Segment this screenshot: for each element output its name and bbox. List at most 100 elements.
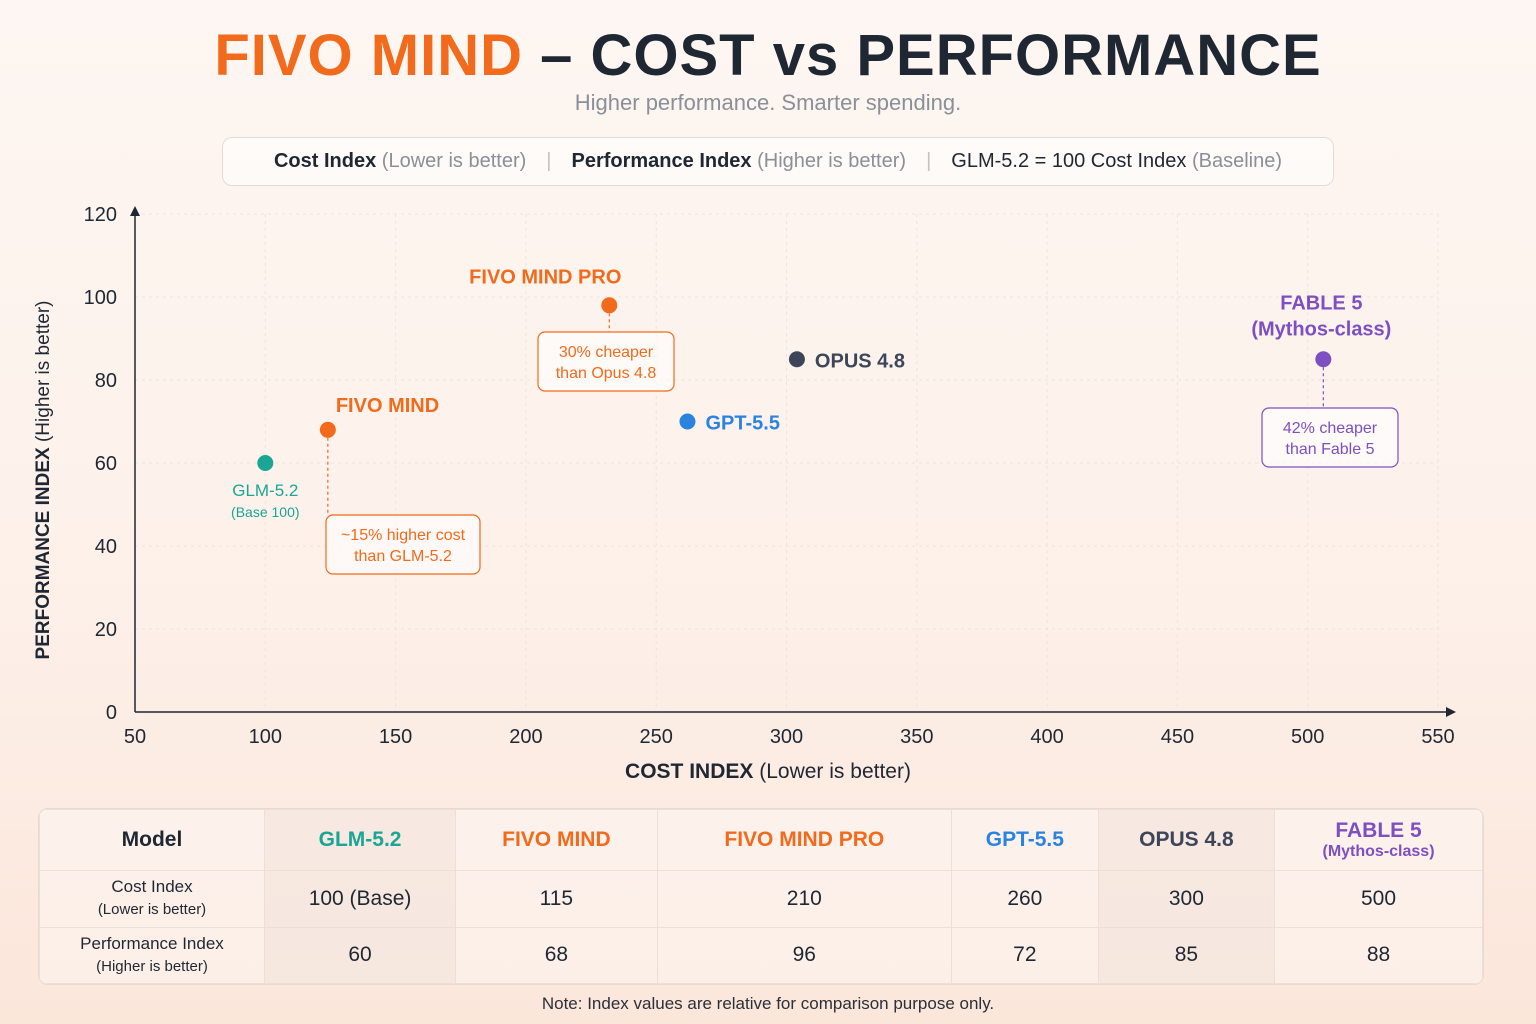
x-axis-label-bold: COST INDEX: [625, 760, 754, 783]
x-tick-label: 500: [1291, 726, 1324, 748]
legend-baseline-key: GLM-5.2 = 100 Cost Index: [951, 150, 1187, 172]
model-name: GLM-5.2: [318, 828, 402, 851]
x-tick-label: 100: [249, 726, 282, 748]
point-sublabel: (Base 100): [231, 504, 299, 520]
title-brand: FIVO MIND: [214, 23, 523, 88]
table-header-cell: FIVO MIND: [455, 809, 658, 871]
x-tick-label: 200: [509, 726, 542, 748]
y-tick-label: 40: [95, 536, 117, 558]
data-point: [319, 421, 336, 438]
data-point: [601, 297, 618, 314]
point-sublabel: (Mythos-class): [1251, 318, 1391, 340]
table-cell: 60: [263, 926, 457, 984]
legend-separator: |: [546, 150, 552, 172]
annotation-box: [325, 514, 481, 575]
table-cell: 115: [455, 870, 658, 928]
table-cell: 88: [1274, 926, 1483, 984]
row-label-sub: (Higher is better): [96, 957, 208, 975]
x-axis-label: COST INDEX (Lower is better): [0, 760, 1536, 784]
legend-bar: Cost Index (Lower is better) | Performan…: [222, 137, 1334, 186]
legend-perf-note: (Higher is better): [757, 150, 907, 172]
table-cell: 500: [1274, 870, 1483, 928]
table-header-cell: GPT-5.5: [950, 809, 1099, 871]
table-cell: 100 (Base): [263, 870, 457, 928]
annotation-text: 42% cheaper: [1283, 420, 1378, 437]
x-tick-label: 550: [1421, 726, 1454, 748]
point-label: GPT-5.5: [705, 413, 779, 435]
data-point: [788, 351, 805, 368]
data-point: [679, 413, 696, 430]
point-label: FIVO MIND: [336, 395, 439, 417]
x-tick-label: 250: [640, 726, 673, 748]
x-tick-label: 50: [124, 726, 146, 748]
model-name: FIVO MIND: [502, 828, 611, 851]
table-cell: 210: [656, 870, 952, 928]
point-label: GLM-5.2: [232, 481, 298, 500]
legend-separator: |: [926, 150, 932, 172]
x-axis-arrow-icon: [1446, 707, 1456, 717]
legend-performance: Performance Index (Higher is better): [551, 150, 926, 173]
table-header-cell: FIVO MIND PRO: [656, 809, 952, 871]
table-header-model: Model: [39, 809, 265, 871]
model-name: GPT-5.5: [985, 828, 1064, 851]
legend-perf-key: Performance Index: [571, 150, 752, 172]
comparison-table: Model GLM-5.2 FIVO MIND FIVO MIND PRO GP…: [38, 808, 1484, 985]
table-cell: 85: [1097, 926, 1276, 984]
legend-baseline-note: (Baseline): [1191, 150, 1283, 172]
chart-title: FIVO MIND – COST vs PERFORMANCE: [0, 22, 1536, 89]
y-axis-arrow-icon: [130, 206, 140, 216]
x-axis-label-light: (Lower is better): [759, 760, 911, 783]
y-axis-label-light: (Higher is better): [33, 300, 54, 443]
legend-cost: Cost Index (Lower is better): [254, 150, 546, 173]
annotation-text: 30% cheaper: [559, 344, 654, 361]
y-axis-label-bold: PERFORMANCE INDEX: [33, 447, 54, 660]
y-tick-label: 80: [95, 370, 117, 392]
x-tick-label: 450: [1161, 726, 1194, 748]
y-tick-label: 60: [95, 453, 117, 475]
x-tick-label: 150: [379, 726, 412, 748]
table-header-cell: FABLE 5 (Mythos-class): [1274, 809, 1483, 871]
title-rest: – COST vs PERFORMANCE: [522, 23, 1322, 88]
model-subname: (Mythos-class): [1322, 843, 1435, 860]
annotation-text: than GLM-5.2: [354, 548, 452, 565]
x-tick-label: 350: [900, 726, 933, 748]
table-cell: 96: [656, 926, 952, 984]
model-name: FABLE 5: [1335, 819, 1422, 842]
annotation-box: [537, 331, 675, 392]
scatter-chart: 50 100 150 200 250 300 350 400 450 500 550 0 20 40 60 8…: [84, 204, 1456, 748]
legend-cost-key: Cost Index: [273, 150, 377, 172]
point-label: OPUS 4.8: [815, 350, 905, 372]
legend-cost-note: (Lower is better): [381, 150, 527, 172]
data-point: [1315, 351, 1332, 368]
y-tick-label: 100: [84, 287, 117, 309]
table-header-row: Model GLM-5.2 FIVO MIND FIVO MIND PRO GP…: [39, 809, 1483, 871]
row-label-sub: (Lower is better): [97, 901, 207, 919]
row-label-performance: Performance Index (Higher is better): [39, 926, 265, 984]
table-cell: 72: [950, 926, 1099, 984]
model-name: FIVO MIND PRO: [724, 828, 885, 851]
row-label-text: Performance Index: [80, 933, 224, 953]
model-name: OPUS 4.8: [1139, 828, 1234, 851]
y-tick-label: 20: [95, 619, 117, 641]
table-header-cell: OPUS 4.8: [1097, 809, 1276, 871]
annotation-text: ~15% higher cost: [341, 527, 466, 544]
x-tick-label: 300: [770, 726, 803, 748]
table-cell: 68: [455, 926, 658, 984]
table-cell: 300: [1097, 870, 1276, 928]
annotation-text: than Fable 5: [1286, 441, 1375, 458]
y-axis-label: PERFORMANCE INDEX (Higher is better): [33, 301, 55, 660]
footnote: Note: Index values are relative for comp…: [541, 994, 995, 1013]
point-label: FIVO MIND PRO: [469, 266, 621, 288]
y-tick-label: 120: [84, 204, 117, 226]
point-label: FABLE 5: [1280, 292, 1362, 314]
annotation-box: [1261, 407, 1399, 468]
table-row: Performance Index (Higher is better) 60 6…: [39, 926, 1483, 984]
row-label-text: Cost Index: [111, 877, 193, 897]
legend-baseline: GLM-5.2 = 100 Cost Index (Baseline): [931, 150, 1302, 173]
y-tick-label: 0: [106, 702, 117, 724]
table-cell: 260: [950, 870, 1099, 928]
table-row: Cost Index (Lower is better) 100 (Base) 1…: [39, 870, 1483, 928]
row-label-cost: Cost Index (Lower is better): [39, 870, 265, 928]
x-tick-label: 400: [1030, 726, 1063, 748]
data-point: [257, 455, 274, 471]
